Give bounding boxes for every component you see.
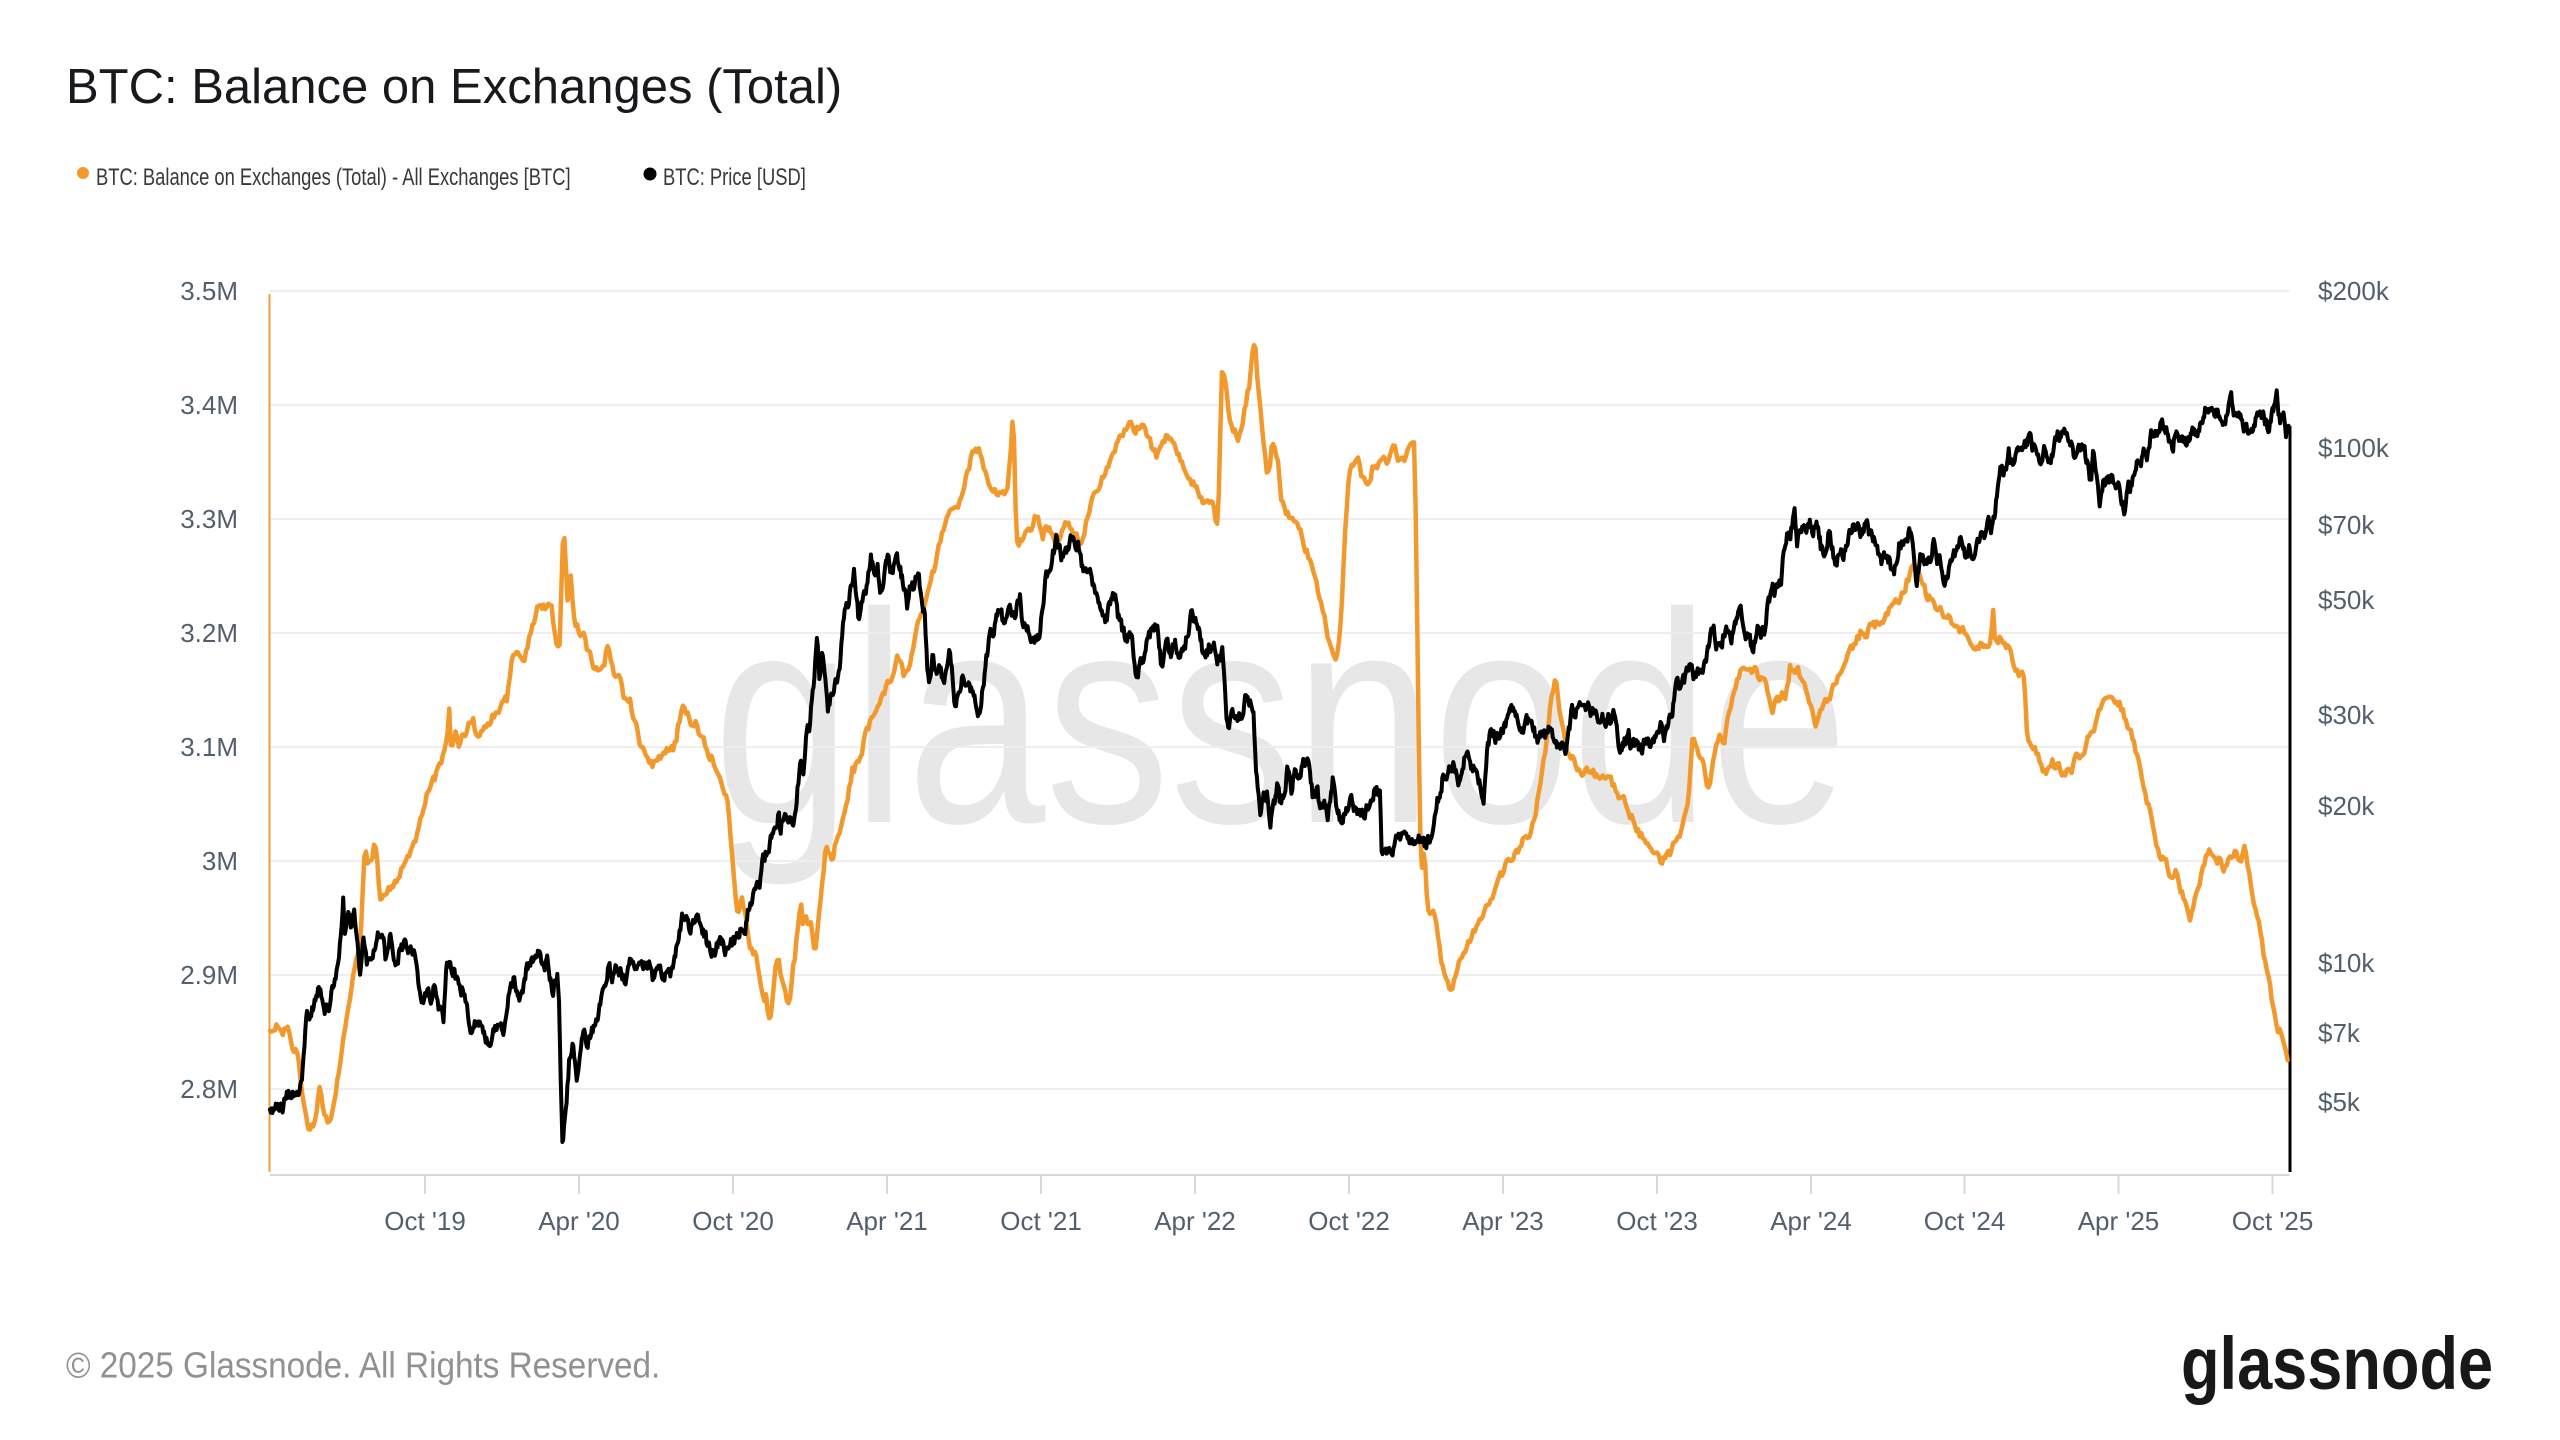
svg-text:3.5M: 3.5M [180,276,238,306]
svg-text:$30k: $30k [2318,700,2375,730]
svg-text:$70k: $70k [2318,510,2375,540]
svg-text:Oct '21: Oct '21 [1000,1206,1082,1236]
svg-text:Apr '21: Apr '21 [846,1206,928,1236]
svg-text:Apr '25: Apr '25 [2078,1206,2160,1236]
svg-text:$50k: $50k [2318,585,2375,615]
svg-text:Oct '22: Oct '22 [1308,1206,1390,1236]
svg-text:$100k: $100k [2318,433,2390,463]
svg-text:Oct '20: Oct '20 [692,1206,774,1236]
svg-text:$20k: $20k [2318,791,2375,821]
svg-text:Oct '23: Oct '23 [1616,1206,1698,1236]
svg-text:$200k: $200k [2318,276,2390,306]
svg-text:Apr '24: Apr '24 [1770,1206,1852,1236]
svg-text:3.2M: 3.2M [180,618,238,648]
svg-text:Apr '20: Apr '20 [538,1206,620,1236]
svg-text:BTC: Price [USD]: BTC: Price [USD] [663,162,806,190]
svg-text:3.1M: 3.1M [180,732,238,762]
svg-text:glassnode: glassnode [2181,1322,2493,1405]
svg-text:$5k: $5k [2318,1087,2361,1117]
svg-text:BTC: Balance on Exchanges (Tot: BTC: Balance on Exchanges (Total) - All … [96,162,571,190]
svg-text:$7k: $7k [2318,1018,2361,1048]
svg-text:glassnode: glassnode [713,551,1848,888]
svg-text:3M: 3M [202,846,238,876]
svg-text:2.8M: 2.8M [180,1074,238,1104]
svg-text:3.4M: 3.4M [180,390,238,420]
svg-text:2.9M: 2.9M [180,960,238,990]
svg-text:$10k: $10k [2318,948,2375,978]
svg-text:Oct '24: Oct '24 [1924,1206,2006,1236]
svg-text:© 2025 Glassnode. All Rights R: © 2025 Glassnode. All Rights Reserved. [66,1346,660,1385]
svg-text:BTC: Balance on Exchanges (Tot: BTC: Balance on Exchanges (Total) [66,60,842,114]
svg-text:Oct '19: Oct '19 [384,1206,466,1236]
svg-text:Apr '22: Apr '22 [1154,1206,1236,1236]
svg-text:Apr '23: Apr '23 [1462,1206,1544,1236]
svg-text:Oct '25: Oct '25 [2232,1206,2314,1236]
svg-text:3.3M: 3.3M [180,504,238,534]
